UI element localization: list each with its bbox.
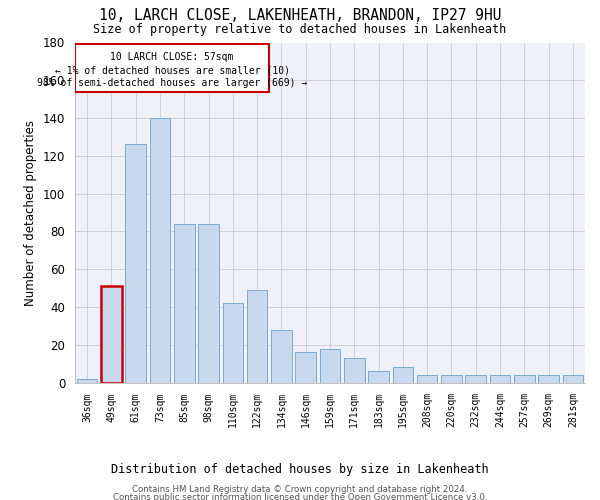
Bar xyxy=(392,368,413,382)
Bar xyxy=(125,144,146,382)
Text: Contains public sector information licensed under the Open Government Licence v3: Contains public sector information licen… xyxy=(113,494,487,500)
Bar xyxy=(295,352,316,382)
Text: 10, LARCH CLOSE, LAKENHEATH, BRANDON, IP27 9HU: 10, LARCH CLOSE, LAKENHEATH, BRANDON, IP… xyxy=(99,8,501,22)
Bar xyxy=(174,224,194,382)
Bar xyxy=(320,348,340,382)
Bar xyxy=(149,118,170,382)
Bar xyxy=(198,224,219,382)
Bar xyxy=(368,371,389,382)
Text: 10 LARCH CLOSE: 57sqm: 10 LARCH CLOSE: 57sqm xyxy=(110,52,234,62)
Text: Size of property relative to detached houses in Lakenheath: Size of property relative to detached ho… xyxy=(94,22,506,36)
Bar xyxy=(76,44,269,92)
Bar xyxy=(77,378,97,382)
Bar xyxy=(344,358,365,382)
Text: 98% of semi-detached houses are larger (669) →: 98% of semi-detached houses are larger (… xyxy=(37,78,307,88)
Bar xyxy=(563,375,583,382)
Bar xyxy=(466,375,486,382)
Bar xyxy=(247,290,268,382)
Bar xyxy=(441,375,462,382)
Bar xyxy=(223,303,243,382)
Text: ← 1% of detached houses are smaller (10): ← 1% of detached houses are smaller (10) xyxy=(55,65,290,75)
Bar xyxy=(417,375,437,382)
Bar xyxy=(101,286,122,382)
Y-axis label: Number of detached properties: Number of detached properties xyxy=(25,120,37,306)
Text: Contains HM Land Registry data © Crown copyright and database right 2024.: Contains HM Land Registry data © Crown c… xyxy=(132,485,468,494)
Bar xyxy=(514,375,535,382)
Text: Distribution of detached houses by size in Lakenheath: Distribution of detached houses by size … xyxy=(111,462,489,475)
Bar xyxy=(538,375,559,382)
Bar xyxy=(490,375,511,382)
Bar xyxy=(271,330,292,382)
